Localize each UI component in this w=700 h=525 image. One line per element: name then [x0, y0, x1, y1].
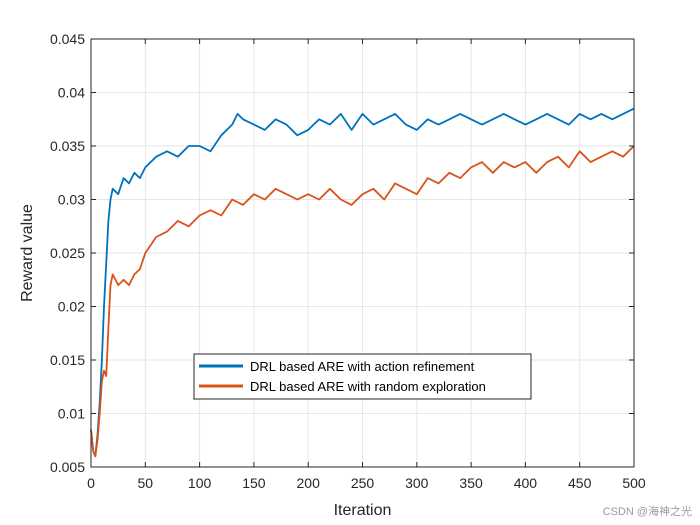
x-tick-label: 0	[87, 475, 95, 491]
series-line-random-exploration	[90, 145, 635, 458]
y-tick-label: 0.035	[50, 138, 85, 154]
x-tick-label: 350	[459, 475, 483, 491]
y-tick-label: 0.02	[58, 299, 85, 315]
x-axis-ticks: 0 50 100 150 200 250 300 350 400 450 500	[87, 39, 646, 491]
y-tick-label: 0.015	[50, 352, 85, 368]
legend-label-random-exploration: DRL based ARE with random exploration	[250, 379, 486, 394]
y-tick-label: 0.005	[50, 459, 85, 475]
y-axis-ticks: 0.005 0.01 0.015 0.02 0.025 0.03 0.035 0.04 0.04…	[50, 31, 634, 475]
x-tick-label: 400	[514, 475, 538, 491]
x-tick-label: 50	[138, 475, 154, 491]
y-tick-label: 0.01	[58, 406, 85, 422]
x-tick-label: 200	[297, 475, 321, 491]
x-tick-label: 300	[405, 475, 429, 491]
y-tick-label: 0.04	[58, 85, 85, 101]
x-tick-label: 100	[188, 475, 212, 491]
y-tick-label: 0.025	[50, 245, 85, 261]
series-line-action-refinement	[90, 107, 635, 458]
x-tick-label: 250	[351, 475, 375, 491]
y-tick-label: 0.045	[50, 31, 85, 47]
legend: DRL based ARE with action refinement DRL…	[193, 353, 532, 400]
series-lines	[90, 107, 635, 458]
legend-label-action-refinement: DRL based ARE with action refinement	[250, 359, 475, 374]
x-tick-label: 150	[242, 475, 266, 491]
x-tick-label: 450	[568, 475, 592, 491]
legend-box	[193, 353, 532, 400]
watermark: CSDN @海神之光	[602, 506, 692, 518]
y-tick-label: 0.03	[58, 192, 85, 208]
x-axis-label: Iteration	[334, 502, 392, 519]
x-tick-label: 500	[622, 475, 646, 491]
y-axis-label: Reward value	[19, 204, 36, 302]
